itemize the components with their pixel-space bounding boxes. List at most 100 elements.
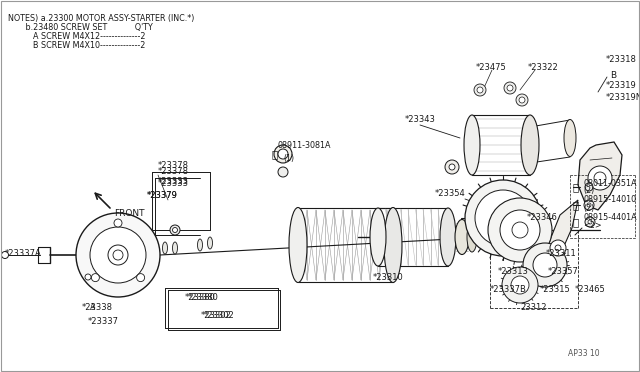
- Circle shape: [507, 85, 513, 91]
- Circle shape: [477, 87, 483, 93]
- Ellipse shape: [455, 219, 469, 254]
- Circle shape: [502, 267, 538, 303]
- Text: *23380: *23380: [185, 294, 216, 302]
- Text: *23337: *23337: [88, 317, 119, 327]
- Text: *23319: *23319: [606, 80, 637, 90]
- Text: Ⓑ: Ⓑ: [573, 182, 579, 192]
- Circle shape: [173, 228, 177, 232]
- Circle shape: [278, 167, 288, 177]
- Text: (2): (2): [583, 186, 595, 196]
- Circle shape: [516, 94, 528, 106]
- Ellipse shape: [564, 119, 576, 157]
- Text: (1): (1): [283, 154, 294, 163]
- Circle shape: [274, 145, 292, 163]
- Text: *23378: *23378: [158, 160, 189, 170]
- Circle shape: [114, 219, 122, 227]
- Text: *23313: *23313: [498, 267, 529, 276]
- Circle shape: [500, 210, 540, 250]
- Text: *23379: *23379: [147, 190, 178, 199]
- Circle shape: [170, 225, 180, 235]
- Text: 08915-14010: 08915-14010: [583, 196, 636, 205]
- Text: b.23480 SCREW SET           Q'TY: b.23480 SCREW SET Q'TY: [8, 23, 153, 32]
- Circle shape: [585, 217, 595, 227]
- Text: 08911-3081A: 08911-3081A: [278, 141, 332, 151]
- Text: *23315: *23315: [540, 285, 571, 295]
- Text: Ⓝ: Ⓝ: [573, 200, 579, 210]
- Ellipse shape: [289, 208, 307, 282]
- Text: *23380: *23380: [188, 294, 219, 302]
- Circle shape: [113, 250, 123, 260]
- Ellipse shape: [163, 242, 168, 254]
- Circle shape: [594, 172, 606, 184]
- Text: *23310: *23310: [373, 273, 404, 282]
- Text: 08011-0351A: 08011-0351A: [583, 179, 637, 187]
- Circle shape: [108, 245, 128, 265]
- Circle shape: [90, 227, 146, 283]
- Ellipse shape: [207, 237, 212, 249]
- Circle shape: [488, 198, 552, 262]
- Ellipse shape: [198, 239, 202, 251]
- Circle shape: [445, 160, 459, 174]
- Text: Ⓝ: Ⓝ: [573, 217, 579, 227]
- Text: *23322: *23322: [528, 64, 559, 73]
- Circle shape: [519, 97, 525, 103]
- Text: *23357: *23357: [548, 267, 579, 276]
- Polygon shape: [578, 142, 622, 210]
- Ellipse shape: [384, 208, 402, 282]
- Text: *23354: *23354: [435, 189, 466, 199]
- Ellipse shape: [521, 115, 539, 175]
- Text: *23337A: *23337A: [5, 248, 42, 257]
- Polygon shape: [545, 200, 578, 275]
- Text: *23379: *23379: [147, 192, 178, 201]
- Text: A: A: [90, 302, 95, 311]
- Circle shape: [1, 251, 8, 259]
- Ellipse shape: [467, 222, 477, 252]
- Text: *23302: *23302: [201, 311, 232, 320]
- Circle shape: [533, 253, 557, 277]
- Ellipse shape: [440, 208, 456, 266]
- Text: *23319N: *23319N: [606, 93, 640, 102]
- Circle shape: [493, 208, 513, 228]
- Circle shape: [588, 166, 612, 190]
- Ellipse shape: [173, 242, 177, 254]
- Circle shape: [584, 200, 594, 210]
- Ellipse shape: [370, 208, 386, 266]
- Circle shape: [511, 276, 529, 294]
- Text: A SCREW M4X12--------------2: A SCREW M4X12--------------2: [8, 32, 145, 41]
- Circle shape: [587, 203, 591, 207]
- Circle shape: [555, 245, 561, 251]
- Circle shape: [92, 274, 99, 282]
- Text: AP33 10: AP33 10: [568, 349, 600, 358]
- Text: 23312: 23312: [520, 304, 547, 312]
- Text: B SCREW M4X10--------------2: B SCREW M4X10--------------2: [8, 41, 145, 50]
- Text: B: B: [610, 71, 616, 80]
- Text: *23465: *23465: [575, 285, 605, 295]
- Circle shape: [278, 149, 288, 159]
- Circle shape: [465, 180, 541, 256]
- Text: NOTES) a.23300 MOTOR ASSY-STARTER (INC.*): NOTES) a.23300 MOTOR ASSY-STARTER (INC.*…: [8, 14, 195, 23]
- Circle shape: [585, 183, 593, 191]
- Text: (2): (2): [583, 203, 595, 212]
- Circle shape: [512, 222, 528, 238]
- Text: FRONT: FRONT: [114, 208, 145, 218]
- Text: *23343: *23343: [405, 115, 436, 125]
- Text: *23333: *23333: [158, 179, 189, 187]
- Circle shape: [588, 220, 592, 224]
- Text: *23338: *23338: [82, 302, 113, 311]
- Ellipse shape: [464, 115, 480, 175]
- Circle shape: [504, 82, 516, 94]
- Circle shape: [76, 213, 160, 297]
- Text: *23318: *23318: [606, 55, 637, 64]
- Circle shape: [523, 243, 567, 287]
- Text: <2>: <2>: [583, 221, 602, 230]
- Circle shape: [550, 240, 566, 256]
- Text: *23311: *23311: [546, 250, 577, 259]
- Text: *23337B: *23337B: [490, 285, 527, 295]
- Text: 08915-4401A: 08915-4401A: [583, 212, 637, 221]
- Text: *23378: *23378: [158, 167, 189, 176]
- Circle shape: [85, 274, 91, 280]
- Text: *23346: *23346: [527, 214, 558, 222]
- Text: *23302: *23302: [204, 311, 235, 320]
- Circle shape: [136, 274, 145, 282]
- Circle shape: [449, 164, 455, 170]
